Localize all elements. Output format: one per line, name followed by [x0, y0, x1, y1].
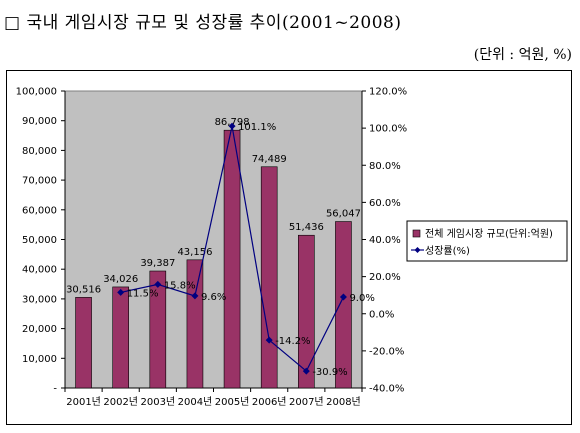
left-axis-tick-label: 70,000 — [22, 176, 57, 187]
x-axis-tick-label: 2001년 — [66, 396, 101, 408]
chart-frame: - 10,000 20,000 30,000 40,000 50,000 60,000 70,… — [6, 70, 572, 425]
plot-area — [64, 90, 363, 389]
legend-bar-swatch — [412, 229, 421, 238]
x-axis-tick-label: 2003년 — [140, 396, 175, 408]
bar — [223, 129, 241, 389]
growth-rate-marker — [228, 122, 236, 130]
growth-rate-label: 101.1% — [238, 122, 276, 133]
x-axis-tick-label: 2008년 — [326, 396, 361, 408]
bar-value-label: 30,516 — [66, 284, 101, 295]
bar — [298, 234, 315, 389]
right-axis-tick-label: 100.0% — [369, 124, 407, 135]
right-axis-tick-label: -40.0% — [369, 384, 404, 395]
right-axis-tick-label: 80.0% — [369, 161, 401, 172]
bar — [75, 297, 92, 389]
growth-rate-label: -30.9% — [312, 367, 347, 378]
right-axis-tick-label: -20.0% — [369, 346, 404, 357]
left-axis-tick-label: 90,000 — [22, 116, 57, 127]
legend-bar-label: 전체 게임시장 규모(단위:억원) — [425, 227, 553, 240]
right-axis-tick-label: 120.0% — [369, 87, 407, 98]
left-axis-tick-label: 50,000 — [22, 235, 57, 246]
bar-value-label: 74,489 — [252, 154, 287, 165]
x-axis-tick-label: 2006년 — [252, 396, 287, 408]
growth-rate-label: 11.5% — [127, 288, 159, 299]
bar-value-label: 56,047 — [326, 209, 361, 220]
left-axis-tick-label: 80,000 — [22, 146, 57, 157]
right-axis-tick-label: 60.0% — [369, 198, 401, 209]
bar — [186, 259, 204, 389]
bar-value-label: 43,156 — [177, 247, 212, 258]
bar-value-label: 34,026 — [103, 274, 138, 285]
growth-rate-label: -14.2% — [275, 336, 310, 347]
x-axis-tick-label: 2002년 — [103, 396, 138, 408]
legend-box — [406, 220, 568, 262]
left-axis-tick-label: 40,000 — [22, 265, 57, 276]
growth-rate-marker — [154, 280, 162, 288]
growth-rate-marker — [302, 367, 310, 375]
growth-rate-marker — [191, 292, 199, 300]
growth-rate-marker — [265, 336, 273, 344]
combo-chart: - 10,000 20,000 30,000 40,000 50,000 60,000 70,… — [16, 87, 568, 408]
unit-note: (단위 : 억원, %) — [473, 47, 572, 63]
x-axis-tick-label: 2005년 — [215, 396, 250, 408]
bar — [112, 286, 129, 389]
left-axis-tick-label: 20,000 — [22, 324, 57, 335]
bar — [260, 166, 278, 389]
bar — [149, 270, 167, 389]
left-axis-tick-label: - — [53, 384, 57, 395]
growth-rate-marker — [117, 288, 125, 296]
growth-rate-label: 9.6% — [201, 292, 226, 303]
growth-rate-label: 15.8% — [164, 280, 196, 291]
growth-rate-label: 9.0% — [349, 293, 374, 304]
chart-title: □ 국내 게임시장 규모 및 성장률 추이(2001~2008) — [4, 13, 402, 33]
left-axis-tick-label: 30,000 — [22, 294, 57, 305]
left-axis-tick-label: 100,000 — [16, 87, 57, 98]
right-axis-tick-label: 20.0% — [369, 272, 401, 283]
left-axis-tick-label: 60,000 — [22, 205, 57, 216]
legend-line-marker — [414, 247, 421, 253]
right-axis-tick-label: 0.0% — [369, 309, 394, 320]
x-axis-tick-label: 2007년 — [289, 396, 324, 408]
bar-value-label: 51,436 — [289, 222, 324, 233]
x-axis-tick-label: 2004년 — [178, 396, 213, 408]
legend-line-label: 성장률(%) — [425, 245, 470, 257]
right-axis-tick-label: 40.0% — [369, 235, 401, 246]
growth-rate-marker — [339, 293, 347, 301]
bar — [335, 221, 352, 389]
left-axis-tick-label: 10,000 — [22, 354, 57, 365]
bar-value-label: 39,387 — [140, 258, 175, 269]
